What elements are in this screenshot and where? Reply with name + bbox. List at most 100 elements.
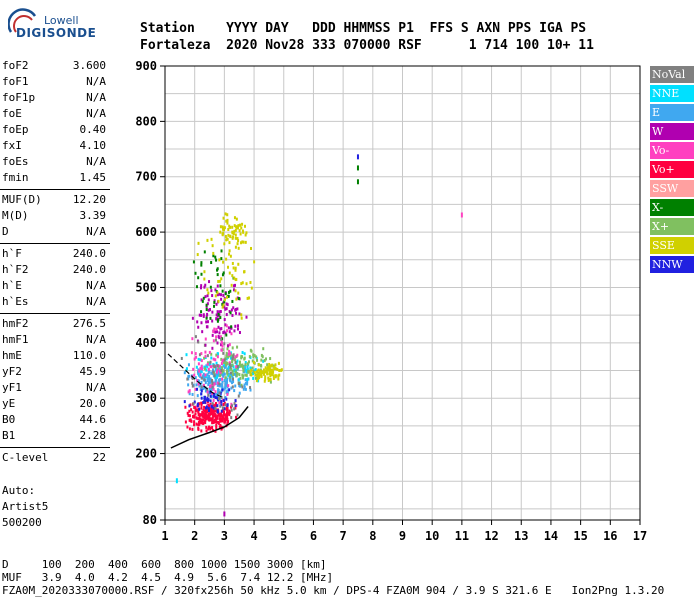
param-row: foF1p N/A (0, 90, 110, 106)
echo-point (206, 288, 209, 292)
echo-point (222, 293, 225, 297)
echo-point (214, 414, 217, 418)
x-tick-label: 15 (573, 529, 587, 543)
echo-point (274, 375, 277, 379)
echo-point (232, 232, 235, 236)
echo-point (227, 352, 230, 356)
echo-point (228, 410, 231, 414)
echo-point (194, 352, 197, 356)
echo-point (188, 392, 191, 396)
echo-point (212, 414, 215, 418)
echo-point (226, 344, 229, 348)
param-row: MUF(D) 12.20 (0, 192, 110, 208)
echo-point (201, 410, 204, 414)
echo-point (227, 384, 230, 388)
logo-arc-icon (8, 8, 37, 33)
echo-point (238, 229, 241, 233)
echo-point (187, 413, 190, 417)
echo-point (233, 407, 236, 411)
param-value: 2.28 (79, 429, 107, 442)
echo-point (216, 364, 219, 368)
echo-point (238, 364, 241, 368)
echo-point (204, 343, 207, 347)
echo-point (238, 384, 241, 388)
echo-point (261, 355, 264, 359)
echo-point (233, 389, 236, 393)
echo-point (234, 384, 237, 388)
echo-point (270, 373, 273, 377)
param-row: yE 20.0 (0, 396, 110, 412)
echo-point (220, 357, 223, 361)
echo-point (237, 246, 240, 250)
echo-point (230, 355, 233, 359)
echo-point (214, 390, 217, 394)
echo-point (255, 370, 258, 374)
echo-point (211, 381, 214, 385)
echo-point (222, 399, 225, 403)
echo-point (223, 330, 226, 334)
echo-point (199, 358, 202, 362)
echo-point (251, 366, 254, 370)
echo-point (245, 231, 248, 235)
echo-point (195, 422, 198, 426)
echo-point (260, 372, 263, 376)
echo-point (229, 289, 232, 293)
echo-point (226, 409, 229, 413)
echo-point (272, 376, 275, 380)
echo-point (235, 297, 238, 301)
echo-point (237, 224, 240, 228)
echo-point (216, 284, 219, 288)
echo-point (208, 369, 211, 373)
echo-point (269, 374, 272, 378)
echo-point (244, 373, 247, 377)
echo-point (224, 403, 227, 407)
x-tick-label: 12 (484, 529, 498, 543)
echo-point (200, 359, 203, 363)
echo-point (254, 373, 257, 377)
echo-point (242, 240, 245, 244)
echo-point (205, 316, 208, 320)
echo-point (225, 324, 228, 328)
legend-item: E (650, 104, 694, 121)
echo-point (229, 365, 232, 369)
echo-point (227, 294, 230, 298)
x-tick-label: 4 (250, 529, 257, 543)
echo-point (200, 401, 203, 405)
echo-point (232, 380, 235, 384)
echo-point (200, 385, 203, 389)
echo-point (219, 374, 222, 378)
y-tick-label: 400 (135, 336, 157, 350)
echo-point (225, 381, 228, 385)
echo-point (269, 378, 272, 382)
isolated-echo-point (356, 165, 359, 171)
echo-point (210, 411, 213, 415)
echo-point (199, 383, 202, 387)
echo-point (188, 418, 191, 422)
echo-point (226, 218, 229, 222)
echo-point (203, 277, 206, 281)
echo-point (231, 360, 234, 364)
echo-point (213, 374, 216, 378)
echo-point (225, 357, 228, 361)
echo-point (226, 392, 229, 396)
echo-point (246, 365, 249, 369)
echo-point (223, 363, 226, 367)
echo-point (244, 367, 247, 371)
echo-point (220, 348, 223, 352)
echo-point (260, 358, 263, 362)
echo-point (242, 365, 245, 369)
echo-point (235, 362, 238, 366)
echo-point (239, 376, 242, 380)
y-tick-label: 900 (135, 59, 157, 73)
echo-point (220, 390, 223, 394)
echo-point (206, 390, 209, 394)
echo-point (197, 372, 200, 376)
echo-point (220, 277, 223, 281)
echo-point (223, 300, 226, 304)
echo-point (234, 236, 237, 240)
echo-point (228, 349, 231, 353)
echo-point (190, 408, 193, 412)
echo-point (269, 364, 272, 368)
echo-point (211, 378, 214, 382)
param-value: 12.20 (72, 193, 106, 206)
